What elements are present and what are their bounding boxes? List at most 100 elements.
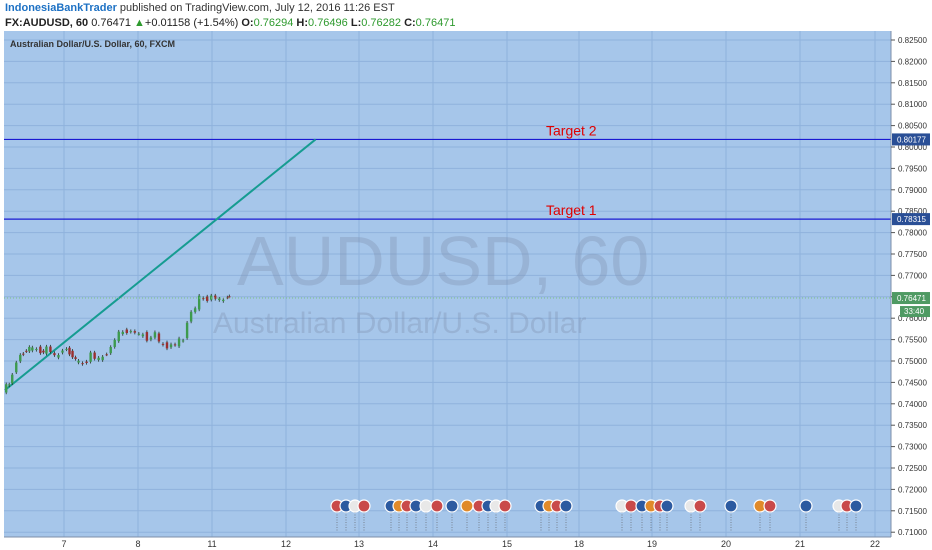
candle-body	[31, 347, 34, 351]
price-tick-label: 0.76000	[898, 314, 927, 323]
chart-name: Australian Dollar/U.S. Dollar, 60, FXCM	[10, 39, 175, 49]
event-flag-icon[interactable]	[357, 499, 371, 513]
price-tick-label: 0.80000	[898, 143, 927, 152]
price-tick-label: 0.73000	[898, 443, 927, 452]
price-tick-label: 0.78500	[898, 207, 927, 216]
candle-body	[121, 331, 124, 335]
plot-area[interactable]	[4, 31, 891, 537]
candle-body	[153, 332, 157, 338]
price-tick-label: 0.71500	[898, 507, 927, 516]
event-flag-icon[interactable]	[724, 499, 738, 513]
low-value: 0.76282	[361, 17, 401, 29]
event-flag-icon[interactable]	[693, 499, 707, 513]
price-tick-label: 0.80500	[898, 122, 927, 131]
candle-body	[25, 350, 28, 352]
candle-body	[42, 350, 45, 353]
candle-body	[28, 346, 31, 352]
time-tick-label: 14	[428, 539, 438, 549]
candle-body	[145, 332, 149, 341]
price-tag-label: 0.80177	[897, 135, 926, 144]
trendline[interactable]	[4, 138, 317, 391]
price-axis-labels: 0.82500 0.82000 0.81500 0.81000 0.80500 0.800…	[891, 36, 927, 537]
watermark-symbol: AUDUSD, 60	[237, 222, 649, 300]
price-tick-label: 0.75000	[898, 357, 927, 366]
time-tick-label: 19	[647, 539, 657, 549]
candle-body	[8, 384, 11, 386]
publish-text: published on TradingView.com, July 12, 2…	[116, 2, 395, 14]
candle-body	[173, 344, 177, 346]
time-tick-label: 11	[207, 539, 216, 549]
event-flag-icon[interactable]	[763, 499, 777, 513]
time-tick-label: 12	[281, 539, 291, 549]
candle-body	[65, 348, 68, 350]
event-flag-icon[interactable]	[430, 499, 444, 513]
watermark-name: Australian Dollar/U.S. Dollar	[213, 307, 586, 340]
candle-body	[85, 361, 88, 363]
event-flag-icon[interactable]	[460, 499, 474, 513]
high-label: H:	[296, 17, 309, 29]
time-axis[interactable]	[0, 537, 932, 550]
candle-body	[77, 360, 80, 363]
time-tick-label: 15	[502, 539, 512, 549]
close-value: 0.76471	[415, 17, 456, 29]
candle-body	[218, 298, 221, 301]
time-tick-label: 20	[721, 539, 731, 549]
candle-body	[113, 339, 116, 347]
candle-body	[193, 308, 197, 312]
candle-body	[133, 331, 137, 333]
author-link[interactable]: IndonesiaBankTrader	[5, 2, 117, 14]
trendline-layer	[4, 138, 317, 391]
event-flag-icon[interactable]	[624, 499, 638, 513]
current-price-tag	[892, 292, 930, 305]
candle-body	[49, 346, 52, 352]
open-label: O:	[241, 17, 254, 29]
price-tick-label: 0.77000	[898, 271, 927, 280]
event-flag-icon[interactable]	[419, 499, 433, 513]
candle-body	[105, 354, 108, 356]
candle-body	[53, 353, 56, 356]
event-flag-icon[interactable]	[799, 499, 813, 513]
candle-body	[149, 337, 153, 340]
candle-body	[169, 344, 173, 348]
countdown-label: 33:40	[904, 307, 925, 316]
time-tick-label: 7	[61, 539, 66, 549]
price-tick-label: 0.79000	[898, 186, 927, 195]
candle-body	[117, 331, 120, 342]
candle-body	[81, 363, 84, 365]
candle-body	[137, 333, 141, 335]
candle-body	[125, 329, 128, 334]
countdown-tag	[900, 306, 930, 318]
event-flag-icon[interactable]	[660, 499, 674, 513]
price-axis[interactable]	[892, 31, 932, 550]
event-flag-icon[interactable]	[559, 499, 573, 513]
candle-body	[109, 346, 112, 354]
candle-body	[57, 355, 60, 358]
candle-body	[181, 340, 185, 342]
event-flag-icon[interactable]	[445, 499, 459, 513]
candle-body	[45, 346, 48, 354]
publish-line: IndonesiaBankTrader published on Trading…	[5, 2, 395, 14]
candle-body	[35, 349, 38, 351]
candle-body	[5, 384, 8, 393]
candle-body	[74, 357, 77, 359]
candle-body	[161, 343, 165, 345]
event-flag-icon[interactable]	[849, 499, 863, 513]
time-axis-labels: 7 8 11 12 13 14 15 18 19 20 21 22	[61, 539, 880, 549]
candle-body	[177, 338, 181, 347]
quote-line: FX:AUDUSD, 60 0.76471 ▲+0.01158 (+1.54%)…	[5, 17, 455, 29]
price-tick-label: 0.73500	[898, 421, 927, 430]
price-tags: 0.80177 0.78315 0.76471 33:40	[4, 133, 930, 318]
price-tick-label: 0.77500	[898, 250, 927, 259]
candle-body	[89, 352, 92, 362]
close-label: C:	[404, 17, 416, 29]
price-tag-label: 0.78315	[897, 215, 926, 224]
price-tick-label: 0.78000	[898, 229, 927, 238]
candle-body	[93, 352, 96, 359]
candle-body	[222, 299, 225, 302]
economic-events	[330, 499, 863, 532]
event-flag-icon[interactable]	[498, 499, 512, 513]
candle-body	[185, 322, 189, 339]
current-price-label: 0.76471	[897, 294, 926, 303]
